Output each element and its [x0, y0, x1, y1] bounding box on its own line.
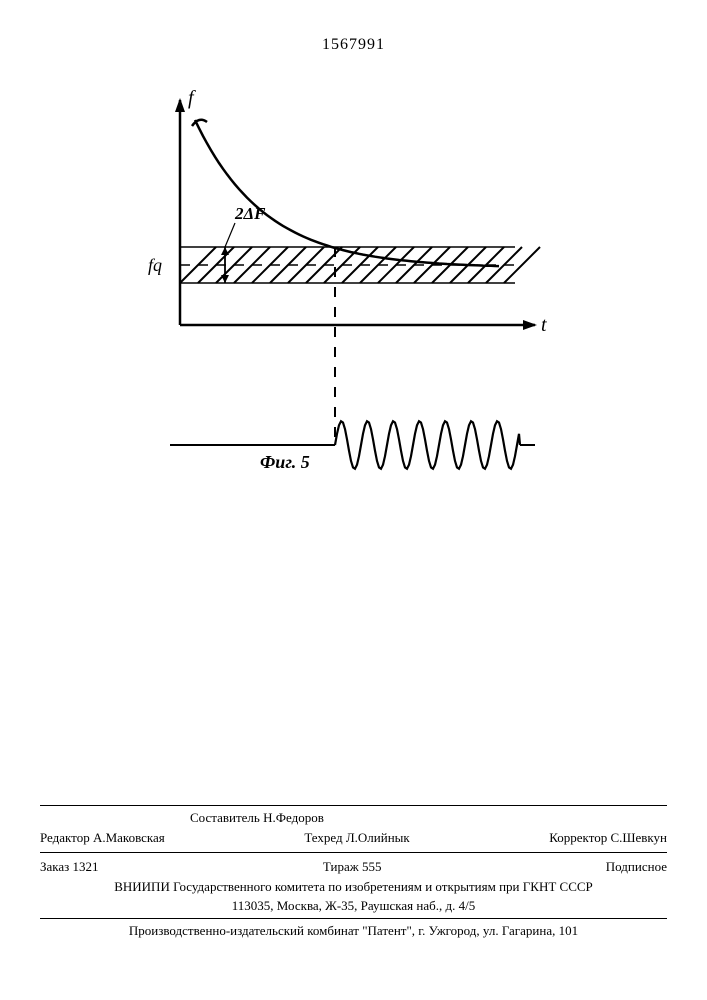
tirage: Тираж 555	[323, 858, 382, 876]
svg-text:2ΔF: 2ΔF	[234, 204, 266, 223]
svg-text:fq: fq	[148, 255, 162, 275]
divider	[40, 918, 667, 919]
svg-text:f: f	[188, 90, 196, 109]
divider	[40, 805, 667, 806]
figure-label: Фиг. 5	[260, 452, 310, 473]
footer-block: Составитель Н.Федоров Редактор А.Маковск…	[40, 802, 667, 940]
editor-label: Редактор	[40, 830, 90, 845]
publisher-line: Производственно-издательский комбинат "П…	[40, 922, 667, 940]
org-line-2: 113035, Москва, Ж-35, Раушская наб., д. …	[40, 897, 667, 915]
order-row: Заказ 1321 Тираж 555 Подписное	[40, 856, 667, 878]
techred: Техред Л.Олийнык	[304, 829, 409, 847]
svg-text:t: t	[541, 314, 547, 336]
credits-row: Редактор А.Маковская Техред Л.Олийнык Ко…	[40, 827, 667, 849]
editor-name: А.Маковская	[93, 830, 165, 845]
org-line-1: ВНИИПИ Государственного комитета по изоб…	[40, 878, 667, 896]
page-number: 1567991	[322, 36, 385, 54]
compositor-line: Составитель Н.Федоров	[190, 809, 667, 827]
corrector: Корректор С.Шевкун	[549, 829, 667, 847]
editor: Редактор А.Маковская	[40, 829, 165, 847]
divider	[40, 852, 667, 853]
figure-svg: f t fq 2ΔF	[140, 90, 560, 490]
figure-5: f t fq 2ΔF	[140, 90, 560, 490]
subscription: Подписное	[606, 858, 667, 876]
order-number: Заказ 1321	[40, 858, 99, 876]
